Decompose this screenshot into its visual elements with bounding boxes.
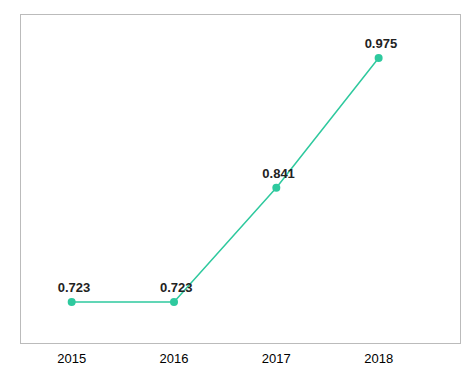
svg-text:0.723: 0.723 <box>160 280 193 295</box>
svg-text:2018: 2018 <box>364 351 393 366</box>
svg-text:2017: 2017 <box>262 351 291 366</box>
svg-text:0.841: 0.841 <box>262 166 295 181</box>
svg-text:0.975: 0.975 <box>365 36 398 51</box>
svg-text:2016: 2016 <box>160 351 189 366</box>
svg-text:2015: 2015 <box>57 351 86 366</box>
svg-text:0.723: 0.723 <box>58 280 91 295</box>
